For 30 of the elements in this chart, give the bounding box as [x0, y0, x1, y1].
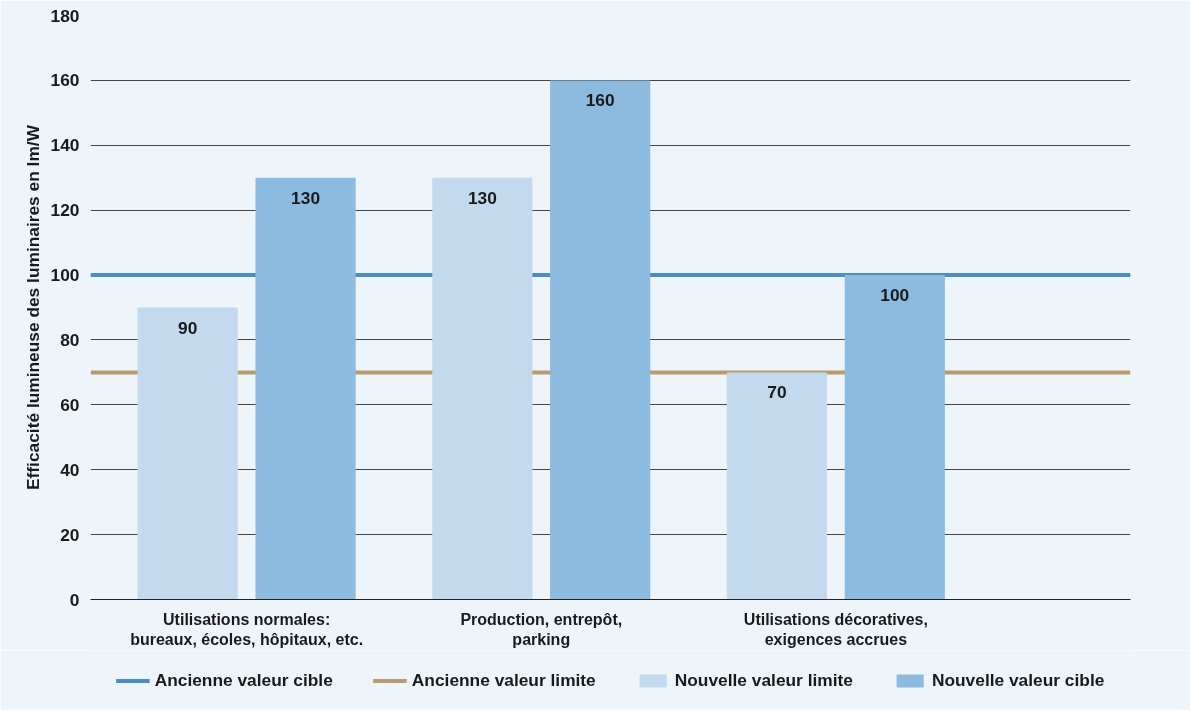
bar: [844, 275, 945, 600]
bar: [432, 177, 533, 600]
y-tick-label: 80: [60, 329, 80, 350]
x-tick-label: Utilisations décoratives, exigences accrues: [743, 610, 928, 648]
data-label: 130: [291, 187, 321, 208]
legend-label: Ancienne valeur limite: [411, 669, 596, 691]
y-tick-label: 100: [50, 265, 80, 286]
y-tick-label: 0: [69, 589, 80, 610]
bar: [550, 80, 651, 600]
data-label: 70: [767, 382, 787, 403]
bar: [726, 372, 828, 600]
data-label: 100: [880, 285, 910, 306]
legend-label: Nouvelle valeur cible: [931, 669, 1105, 691]
legend-label: Ancienne valeur cible: [154, 669, 333, 691]
data-label: 90: [178, 317, 198, 338]
y-tick-label: 60: [60, 394, 80, 415]
bar: [255, 177, 356, 600]
x-tick-label: Production, entrepôt, parking: [460, 610, 623, 648]
y-tick-label: 140: [50, 135, 80, 156]
y-tick-label: 160: [50, 70, 80, 91]
y-tick-label: 20: [60, 524, 80, 545]
legend-label: Nouvelle valeur limite: [674, 669, 853, 691]
y-tick-label: 40: [60, 459, 80, 480]
data-label: 160: [585, 90, 615, 111]
y-axis-title: Efficacité lumineuse des luminaires en lm/W: [22, 124, 43, 490]
y-tick-label: 120: [50, 200, 80, 221]
bar: [137, 307, 238, 600]
data-label: 130: [467, 187, 497, 208]
y-tick-label: 180: [50, 5, 80, 26]
x-tick-label: Utilisations normales: bureaux, écoles, hôpitaux, etc.: [130, 610, 364, 648]
